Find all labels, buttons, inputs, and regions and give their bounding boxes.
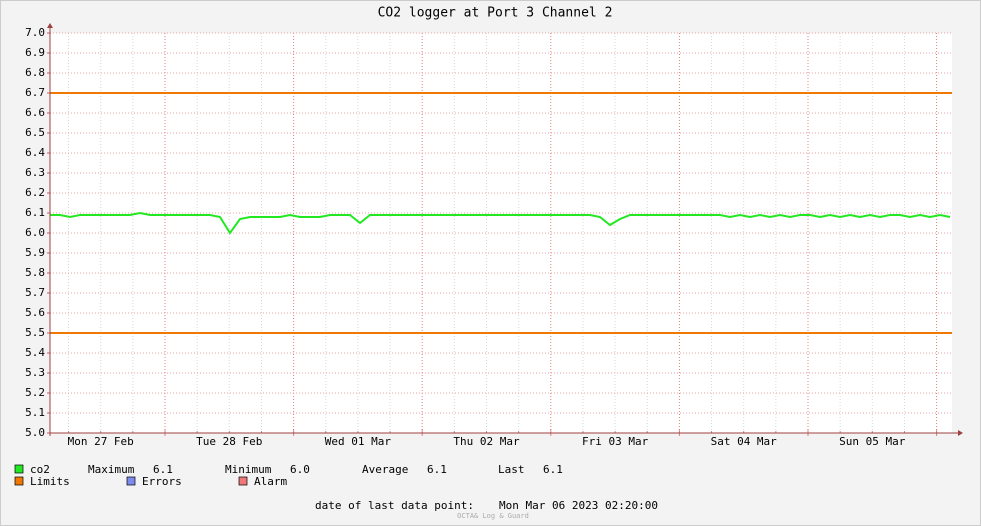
stat-value: 6.1 [427, 463, 447, 476]
y-tick-label: 5.8 [25, 266, 45, 279]
x-tick-label: Mon 27 Feb [68, 435, 134, 448]
y-tick-label: 5.6 [25, 306, 45, 319]
y-tick-label: 5.5 [25, 326, 45, 339]
legend-label: co2 [30, 463, 50, 476]
y-tick-label: 6.4 [25, 146, 45, 159]
last-point-label: date of last data point: [315, 499, 474, 512]
x-tick-label: Sun 05 Mar [839, 435, 906, 448]
y-tick-label: 6.0 [25, 226, 45, 239]
stat-value: 6.0 [290, 463, 310, 476]
x-tick-label: Tue 28 Feb [196, 435, 262, 448]
chart-title: CO2 logger at Port 3 Channel 2 [378, 6, 613, 21]
legend-label: Errors [142, 475, 182, 488]
legend-swatch [14, 476, 24, 486]
last-point: Mon Mar 06 2023 02:20:00 [499, 499, 658, 512]
x-tick-label: Thu 02 Mar [453, 435, 520, 448]
y-axis-arrow [47, 23, 53, 28]
y-tick-label: 6.1 [25, 206, 45, 219]
y-tick-label: 5.2 [25, 386, 45, 399]
legend-label: Limits [30, 475, 70, 488]
y-tick-label: 6.6 [25, 106, 45, 119]
legend-swatch [126, 476, 136, 486]
stat-name: Minimum [225, 463, 272, 476]
legend-swatch [238, 476, 248, 486]
y-tick-label: 6.2 [25, 186, 45, 199]
stat-name: Average [362, 463, 408, 476]
stat-value: 6.1 [543, 463, 563, 476]
stat-value: 6.1 [153, 463, 173, 476]
x-tick-label: Sat 04 Mar [711, 435, 778, 448]
y-tick-label: 5.1 [25, 406, 45, 419]
y-tick-label: 5.4 [25, 346, 45, 359]
y-tick-label: 6.8 [25, 66, 45, 79]
y-tick-label: 6.9 [25, 46, 45, 59]
y-tick-label: 5.0 [25, 426, 45, 439]
x-tick-label: Wed 01 Mar [325, 435, 392, 448]
x-tick-label: Fri 03 Mar [582, 435, 649, 448]
legend-swatch [14, 464, 24, 474]
y-tick-label: 5.3 [25, 366, 45, 379]
y-tick-label: 5.7 [25, 286, 45, 299]
stat-name: Maximum [88, 463, 135, 476]
series-line [50, 211, 951, 235]
y-tick-label: 6.7 [25, 86, 45, 99]
y-tick-label: 6.5 [25, 126, 45, 139]
y-tick-label: 5.9 [25, 246, 45, 259]
legend-label: Alarm [254, 475, 287, 488]
y-tick-label: 7.0 [25, 26, 45, 39]
y-tick-label: 6.3 [25, 166, 45, 179]
stat-name: Last [498, 463, 525, 476]
watermark: OCTA& Log & Guard [457, 512, 529, 520]
x-axis-arrow [958, 430, 963, 436]
